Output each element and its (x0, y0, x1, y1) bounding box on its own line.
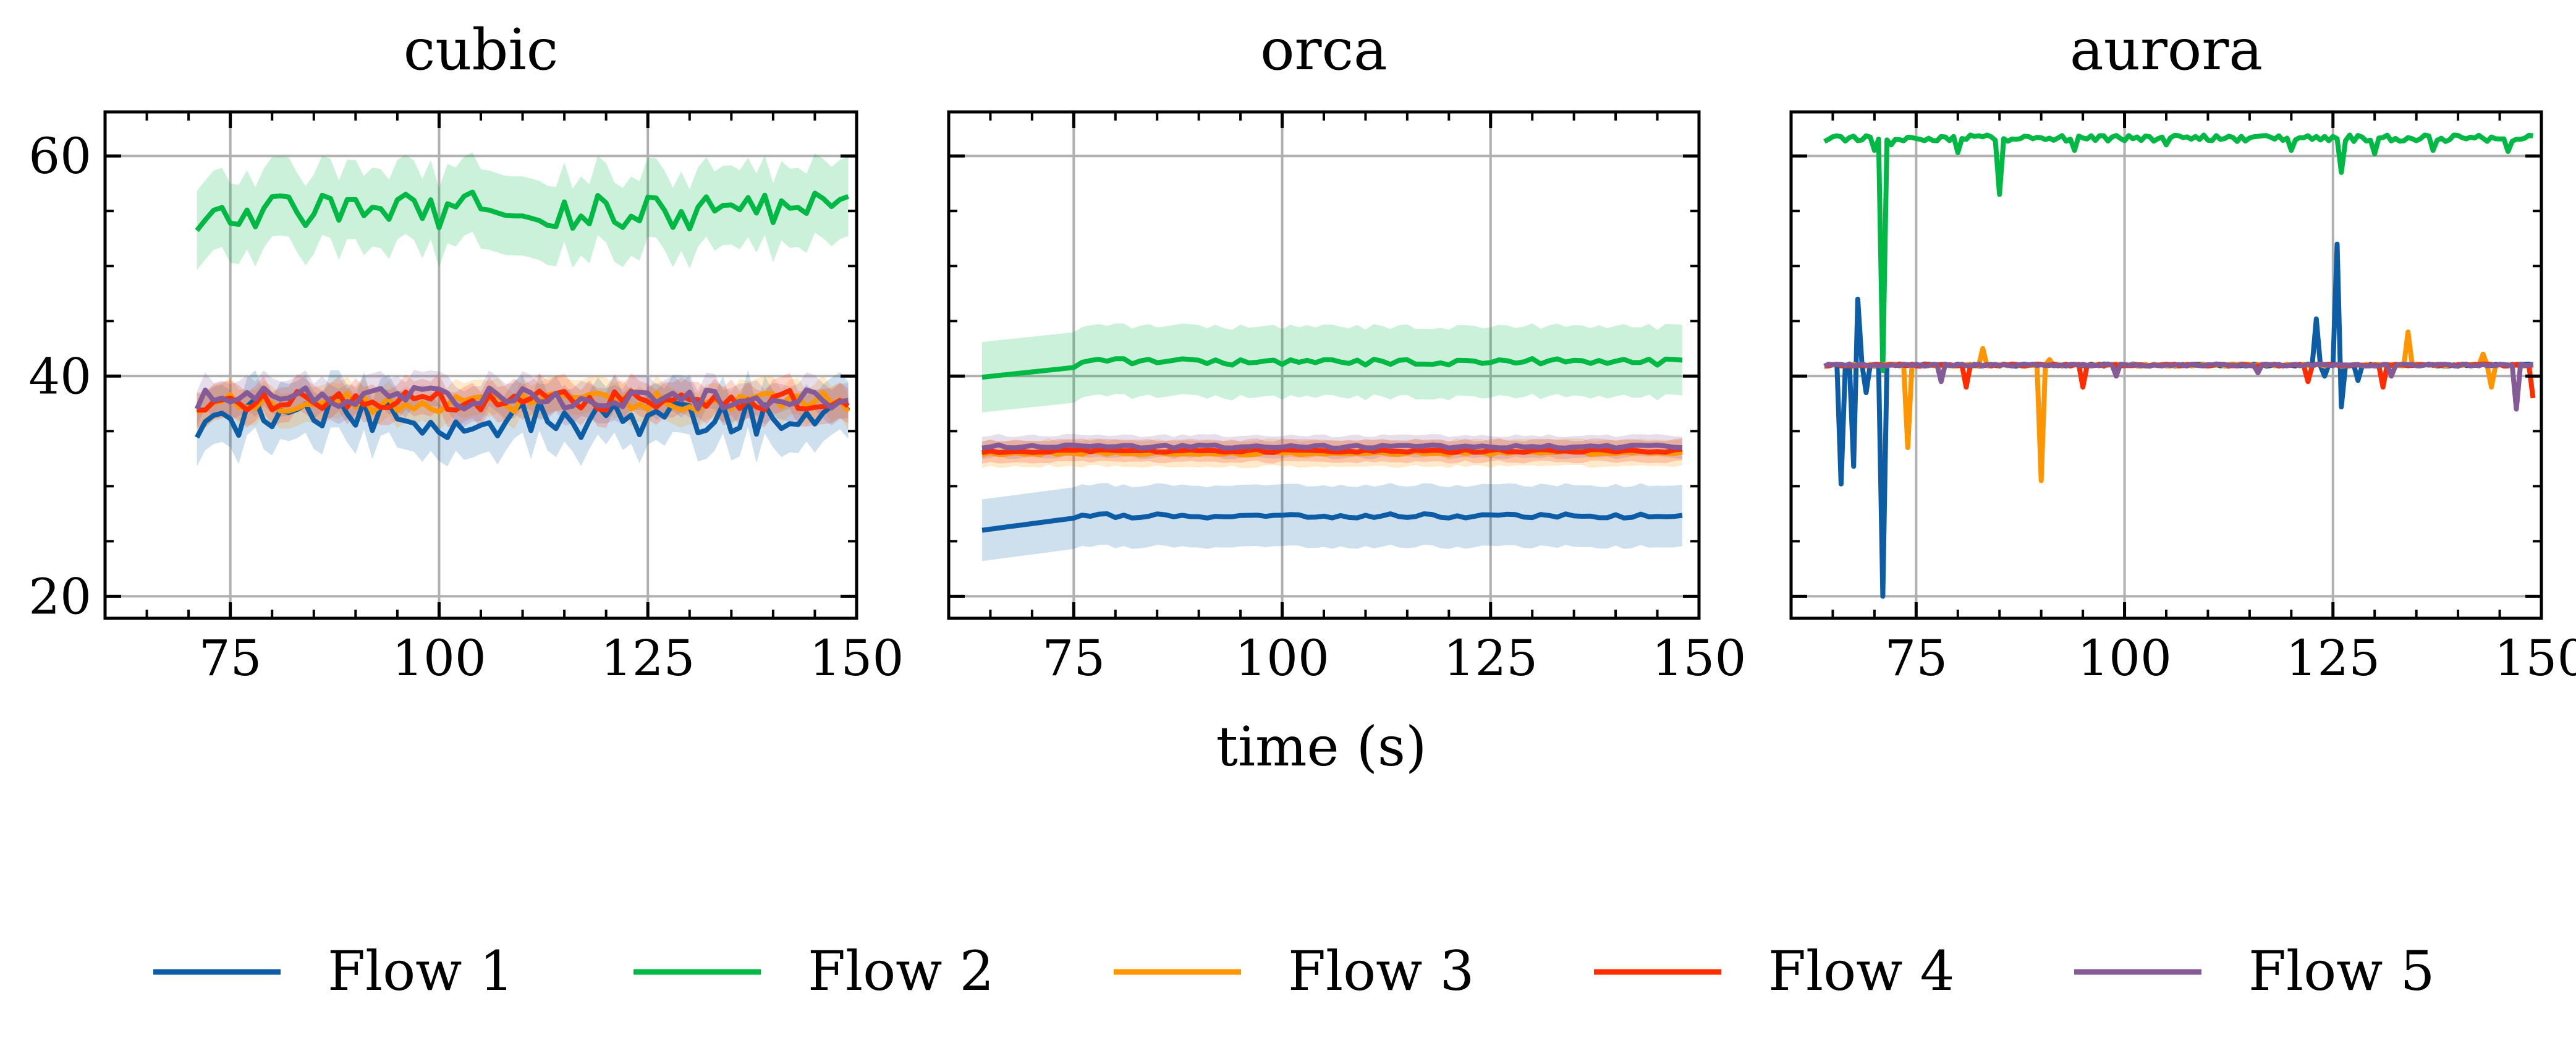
y-tick-label: 20 (28, 568, 91, 625)
series-line-flow-4 (1824, 361, 2536, 399)
series-line-flow-2 (981, 356, 1683, 380)
band-flow-2 (982, 323, 1682, 413)
x-tick-label: 150 (2494, 629, 2576, 687)
series-line-flow-1 (981, 511, 1683, 533)
x-tick-label: 75 (1884, 629, 1947, 687)
plot-area (194, 152, 850, 467)
panel-title: orca (1260, 17, 1388, 83)
legend-item: Flow 2 (633, 939, 994, 1003)
series-line-flow-3 (1824, 330, 2533, 484)
x-tick-label: 125 (601, 629, 695, 687)
series-line-flow-5 (1823, 361, 2534, 412)
legend-label: Flow 2 (808, 939, 994, 1003)
legend-label: Flow 5 (2248, 939, 2434, 1003)
series-line-flow-3 (196, 390, 850, 415)
y-tick-label: 40 (28, 347, 91, 405)
x-tick-label: 125 (1443, 629, 1538, 687)
panel-cubic: 75 100 125 150 20 40 60 cubic (28, 17, 904, 687)
plot-area (1823, 132, 2536, 599)
x-tick-label: 75 (1042, 629, 1105, 687)
series-line-flow-5 (194, 385, 849, 412)
x-axis-label: time (s) (1216, 715, 1427, 778)
band-flow-2 (197, 152, 849, 270)
legend-label: Flow 4 (1768, 939, 1954, 1003)
panel-title: aurora (2070, 17, 2263, 83)
series-line-flow-4 (197, 388, 850, 413)
series-line-flow-1 (1823, 241, 2534, 599)
band-flow-1 (982, 483, 1682, 561)
series-line-flow-2 (195, 189, 849, 232)
panel-aurora: 75 100 125 150 aurora (1789, 17, 2576, 687)
x-tick-label: 150 (810, 629, 904, 687)
x-tick-label: 75 (199, 629, 262, 687)
series-line-flow-4 (981, 446, 1683, 455)
panel-orca: 75 100 125 150 orca (947, 17, 1747, 687)
x-tick-label: 150 (1652, 629, 1747, 687)
series-line-flow-5 (981, 442, 1683, 451)
panel-title: cubic (404, 17, 559, 83)
y-tick-label: 60 (28, 127, 91, 185)
legend-item: Flow 4 (1594, 939, 1954, 1003)
legend: Flow 1 Flow 2 Flow 3 Flow 4 Flow 5 (153, 939, 2434, 1003)
legend-item: Flow 3 (1114, 939, 1474, 1003)
legend-item: Flow 5 (2074, 939, 2434, 1003)
legend-item: Flow 1 (153, 939, 514, 1003)
legend-label: Flow 1 (328, 939, 514, 1003)
legend-label: Flow 3 (1288, 939, 1474, 1003)
x-tick-label: 100 (2077, 629, 2172, 687)
x-tick-label: 100 (1235, 629, 1329, 687)
plot-area (981, 323, 1683, 561)
series-line-flow-2 (1823, 132, 2533, 373)
x-tick-label: 100 (392, 629, 486, 687)
x-tick-label: 125 (2286, 629, 2380, 687)
panels: 75 100 125 150 20 40 60 cubic 75 100 125 150 orca 75 1… (28, 17, 2576, 687)
